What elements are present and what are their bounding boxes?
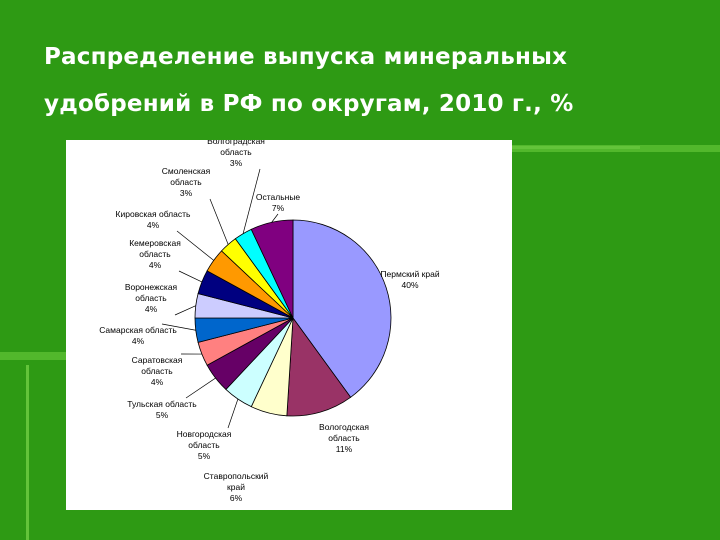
decorative-line-left — [26, 365, 29, 540]
slice-label-3: Ставропольский край 6% — [204, 471, 269, 503]
chart-area: Пермский край 40% Вологодская область 11% Ста… — [66, 140, 512, 510]
leader-line-5 — [185, 377, 216, 399]
slice-label-10: Кировская область 4% — [116, 209, 191, 230]
slice-label-7: Самарская область 4% — [99, 325, 177, 346]
pie-slice-1 — [292, 219, 392, 398]
slice-label-1: Пермский край 40% — [380, 269, 439, 290]
slice-label-4: Новгородская область 5% — [177, 429, 232, 461]
leader-line-10 — [176, 230, 214, 261]
leader-line-11 — [209, 198, 229, 245]
background-stripe-left — [0, 352, 66, 360]
slice-label-9: Кемеровская область 4% — [129, 238, 181, 270]
leader-line-13 — [271, 213, 279, 223]
slide-title: Распределение выпуска минеральных удобре… — [44, 44, 574, 117]
pie-chart: Пермский край 40% Вологодская область 11% Ста… — [99, 140, 440, 503]
slice-label-11: Смоленская область 3% — [162, 166, 211, 198]
slice-label-5: Тульская область 5% — [127, 399, 197, 420]
leader-line-9 — [178, 270, 203, 283]
slice-label-13: Остальные 7% — [256, 192, 301, 213]
leader-line-7 — [161, 323, 196, 331]
decorative-line-top — [510, 146, 640, 149]
leader-line-12 — [242, 168, 261, 234]
slice-label-6: Саратовская область 4% — [132, 355, 183, 387]
pie-slice-2 — [286, 316, 352, 417]
leader-line-4 — [227, 398, 239, 429]
slice-label-8: Воронежская область 4% — [125, 282, 178, 314]
slice-label-2: Вологодская область 11% — [319, 422, 369, 454]
slice-label-12: Волгоградская область 3% — [207, 140, 265, 168]
pie-slice-13 — [250, 219, 294, 319]
leader-line-8 — [174, 305, 196, 316]
